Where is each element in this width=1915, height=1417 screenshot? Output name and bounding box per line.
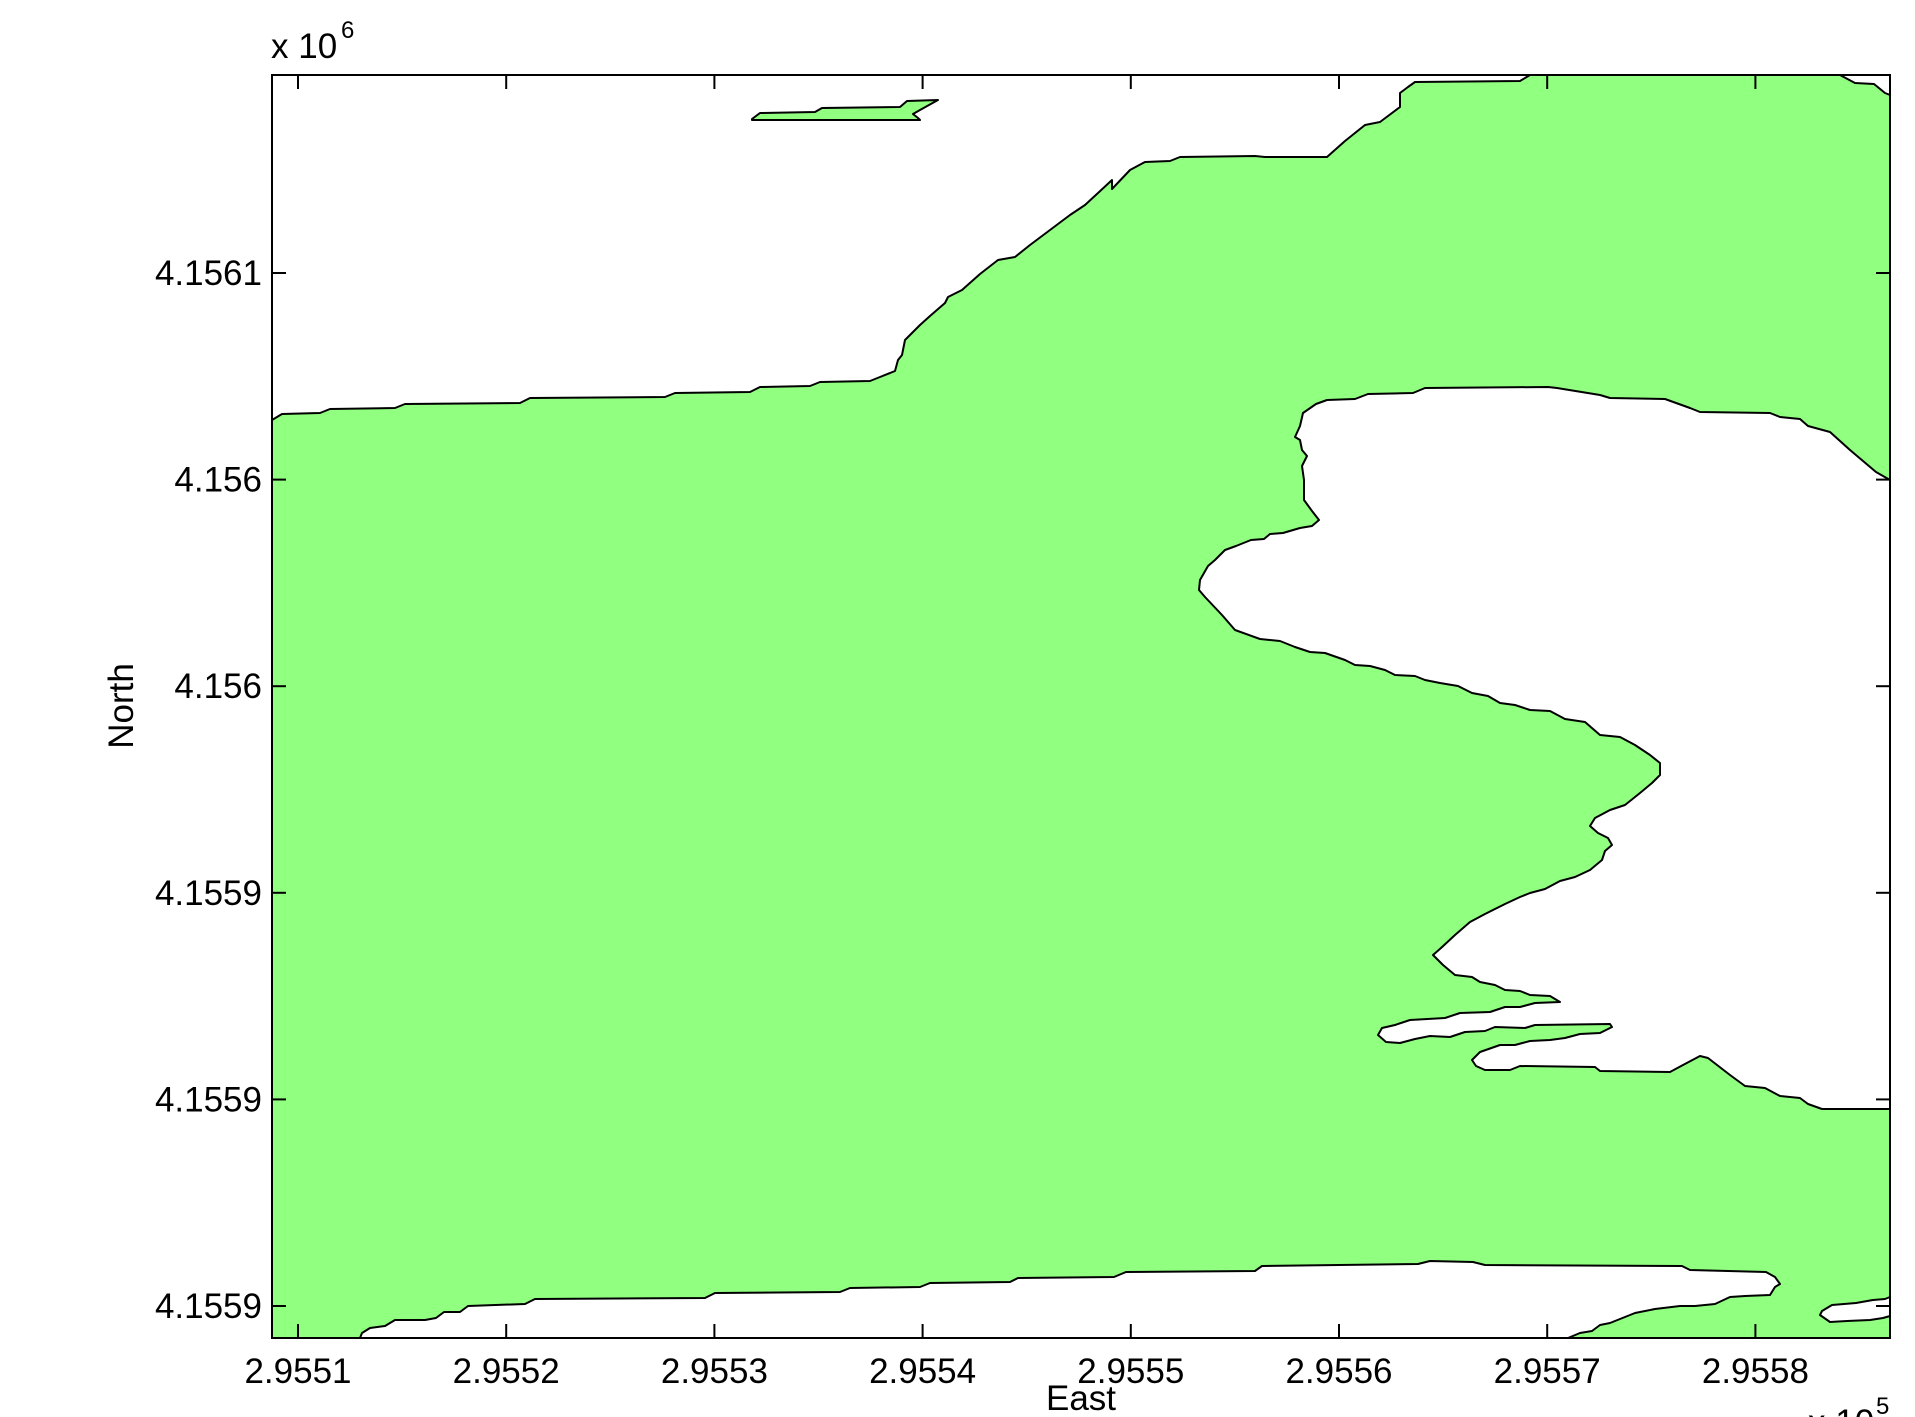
- svg-text:x 10: x 10: [1808, 1403, 1874, 1417]
- x-tick-label: 2.9556: [1285, 1352, 1392, 1391]
- y-axis-multiplier: x 10 6: [271, 17, 354, 66]
- svg-text:6: 6: [341, 17, 354, 44]
- land-mainland: [271, 74, 1891, 1339]
- x-axis-multiplier: x 10 5: [1808, 1393, 1889, 1417]
- x-tick-label: 2.9551: [244, 1352, 351, 1391]
- x-tick-label: 2.9553: [661, 1352, 768, 1391]
- svg-text:5: 5: [1876, 1393, 1889, 1417]
- svg-text:x 10: x 10: [271, 27, 337, 66]
- x-axis-label: East: [1046, 1379, 1116, 1417]
- y-tick-label: 4.1559: [155, 1080, 262, 1119]
- x-axis-ticks: 2.9551 2.9552 2.9553 2.9554 2.9555 2.9556 2.95…: [244, 75, 1809, 1391]
- y-tick-label: 4.1559: [155, 1287, 262, 1326]
- y-tick-label: 4.156: [174, 667, 262, 706]
- y-axis-ticks: 4.1561 4.156 4.156 4.1559 4.1559 4.1559: [155, 254, 1890, 1326]
- land-island-top: [751, 99, 939, 121]
- x-tick-label: 2.9552: [453, 1352, 560, 1391]
- y-tick-label: 4.1559: [155, 874, 262, 913]
- map-land: [271, 74, 1891, 1339]
- plot-frame: [271, 74, 1891, 1339]
- x-tick-label: 2.9554: [869, 1352, 976, 1391]
- y-tick-label: 4.1561: [155, 254, 262, 293]
- x-tick-label: 2.9558: [1702, 1352, 1809, 1391]
- y-tick-label: 4.156: [174, 461, 262, 500]
- x-tick-label: 2.9555: [1077, 1352, 1184, 1391]
- y-axis-label: North: [102, 663, 141, 749]
- x-tick-label: 2.9557: [1494, 1352, 1601, 1391]
